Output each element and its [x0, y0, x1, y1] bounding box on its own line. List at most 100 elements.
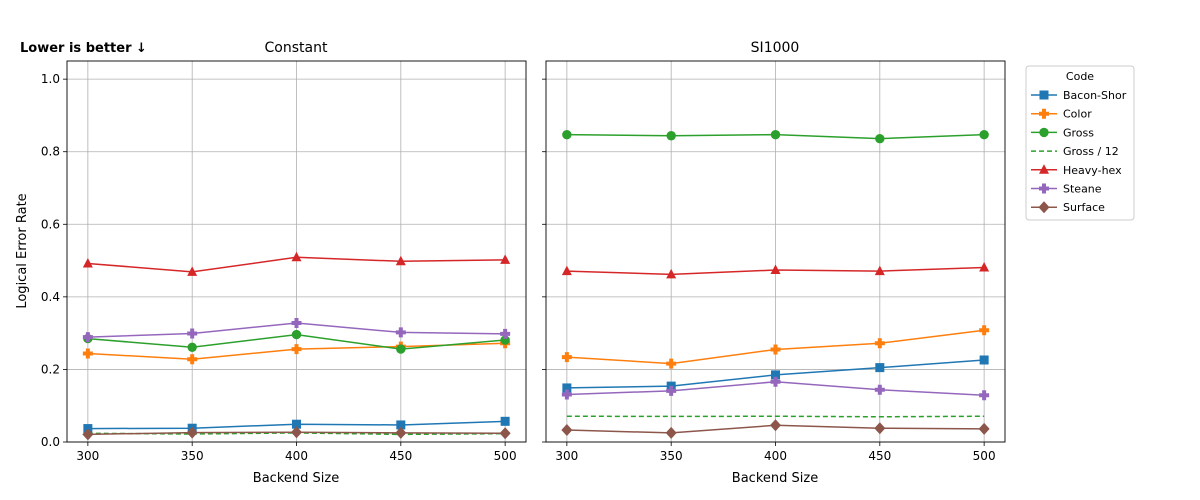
data-point-surface — [186, 426, 198, 439]
y-tick-label: 1.0 — [41, 72, 60, 86]
data-point-steane — [82, 332, 93, 343]
data-point-gross — [500, 335, 510, 345]
data-point-gross — [666, 131, 676, 141]
legend-entry-color: Color — [1031, 108, 1092, 121]
x-tick-label: 300 — [555, 449, 578, 463]
legend-entry-gross-12: Gross / 12 — [1031, 145, 1119, 158]
data-point-gross — [562, 129, 572, 140]
x-tick-label: 500 — [494, 449, 517, 463]
data-point-steane — [187, 328, 198, 339]
data-point-steane — [291, 317, 302, 328]
x-tick-label: 400 — [285, 449, 308, 463]
legend-marker — [1039, 183, 1049, 194]
data-point-steane — [395, 327, 406, 338]
x-axis-label-si1000: Backend Size — [732, 471, 818, 486]
legend-entry-surface: Surface — [1031, 201, 1105, 214]
data-point-heavy-hex — [666, 268, 677, 279]
data-point-surface — [665, 426, 677, 439]
data-point-steane — [770, 376, 781, 387]
data-point-color — [666, 358, 677, 369]
legend-marker — [1039, 164, 1049, 174]
data-point-color — [770, 344, 781, 355]
x-tick-label: 350 — [181, 449, 204, 463]
legend-marker — [1039, 127, 1049, 138]
series-gross-12 — [566, 415, 985, 418]
data-point-bacon-shor — [292, 419, 301, 429]
legend-label: Heavy-hex — [1063, 164, 1122, 177]
legend-label: Surface — [1063, 201, 1105, 214]
data-point-surface — [395, 426, 407, 439]
data-point-heavy-hex — [395, 255, 406, 266]
data-point-surface — [978, 422, 990, 435]
legend-marker — [1039, 90, 1049, 100]
x-tick-label: 500 — [973, 449, 996, 463]
x-tick-label: 450 — [868, 449, 891, 463]
data-point-heavy-hex — [561, 265, 572, 276]
data-point-surface — [874, 422, 886, 435]
legend: Code Bacon-Shor Color Gross Gross / 12 Heavy… — [1025, 65, 1135, 221]
data-point-heavy-hex — [500, 254, 511, 264]
legend-entry-bacon-shor: Bacon-Shor — [1031, 89, 1127, 102]
legend-label: Gross — [1063, 126, 1094, 139]
series-steane — [82, 317, 511, 343]
series-heavy-hex — [82, 251, 511, 276]
series-steane — [561, 376, 990, 401]
legend-entry-steane: Steane — [1031, 183, 1102, 196]
data-point-bacon-shor — [771, 370, 780, 380]
legend-label: Bacon-Shor — [1063, 89, 1127, 102]
legend-box — [1025, 65, 1135, 221]
data-point-color — [291, 344, 302, 355]
data-point-gross — [770, 129, 781, 140]
data-point-color — [82, 348, 93, 359]
data-point-bacon-shor — [396, 420, 406, 430]
y-tick-label: 0.4 — [41, 290, 60, 304]
x-tick-label: 450 — [389, 449, 412, 463]
x-tick-label: 400 — [764, 449, 787, 463]
legend-label: Steane — [1063, 183, 1102, 196]
y-tick-label: 0.6 — [41, 217, 60, 231]
y-tick-label: 0.8 — [41, 145, 60, 159]
legend-marker — [1039, 108, 1049, 119]
series-heavy-hex — [561, 261, 990, 279]
data-point-heavy-hex — [874, 265, 885, 276]
series-gross — [562, 129, 989, 144]
data-point-bacon-shor — [562, 383, 572, 393]
data-point-gross — [187, 342, 197, 352]
x-tick-label: 300 — [76, 449, 99, 463]
data-point-bacon-shor — [500, 416, 510, 426]
series-color — [561, 325, 990, 369]
data-point-steane — [666, 385, 677, 396]
data-point-bacon-shor — [875, 363, 885, 373]
data-point-steane — [979, 390, 990, 401]
data-point-heavy-hex — [291, 251, 302, 262]
data-point-gross — [396, 344, 406, 354]
plot-frame-constant — [66, 60, 527, 443]
y-tick-label: 0.2 — [41, 362, 60, 376]
x-tick-label: 350 — [660, 449, 683, 463]
data-point-gross — [979, 129, 989, 140]
legend-entry-gross: Gross — [1031, 126, 1094, 139]
data-point-heavy-hex — [770, 264, 781, 275]
grid-constant: 0.0 0.2 0.4 0.6 0.8 1.0 300 350 400 450 500 — [41, 61, 526, 463]
grid-si1000: 300 350 400 450 500 — [542, 61, 1005, 463]
data-point-surface — [499, 427, 511, 440]
data-point-color — [187, 354, 198, 365]
data-point-color — [979, 325, 990, 336]
data-point-heavy-hex — [82, 257, 93, 268]
data-point-surface — [82, 428, 94, 441]
data-point-steane — [561, 389, 572, 400]
data-point-steane — [874, 384, 885, 395]
panel-title-si1000: SI1000 — [751, 40, 800, 56]
data-point-heavy-hex — [187, 266, 198, 276]
x-axis-label-constant: Backend Size — [253, 471, 339, 486]
data-point-bacon-shor — [979, 355, 989, 365]
data-point-surface — [561, 424, 573, 437]
legend-label: Gross / 12 — [1063, 145, 1119, 158]
data-point-gross — [875, 133, 885, 144]
panel-title-constant: Constant — [265, 40, 328, 56]
series-surface — [561, 419, 990, 439]
plot-frame-si1000 — [545, 60, 1006, 443]
data-point-heavy-hex — [979, 261, 990, 272]
legend-title: Code — [1066, 70, 1094, 83]
data-point-steane — [500, 328, 511, 339]
